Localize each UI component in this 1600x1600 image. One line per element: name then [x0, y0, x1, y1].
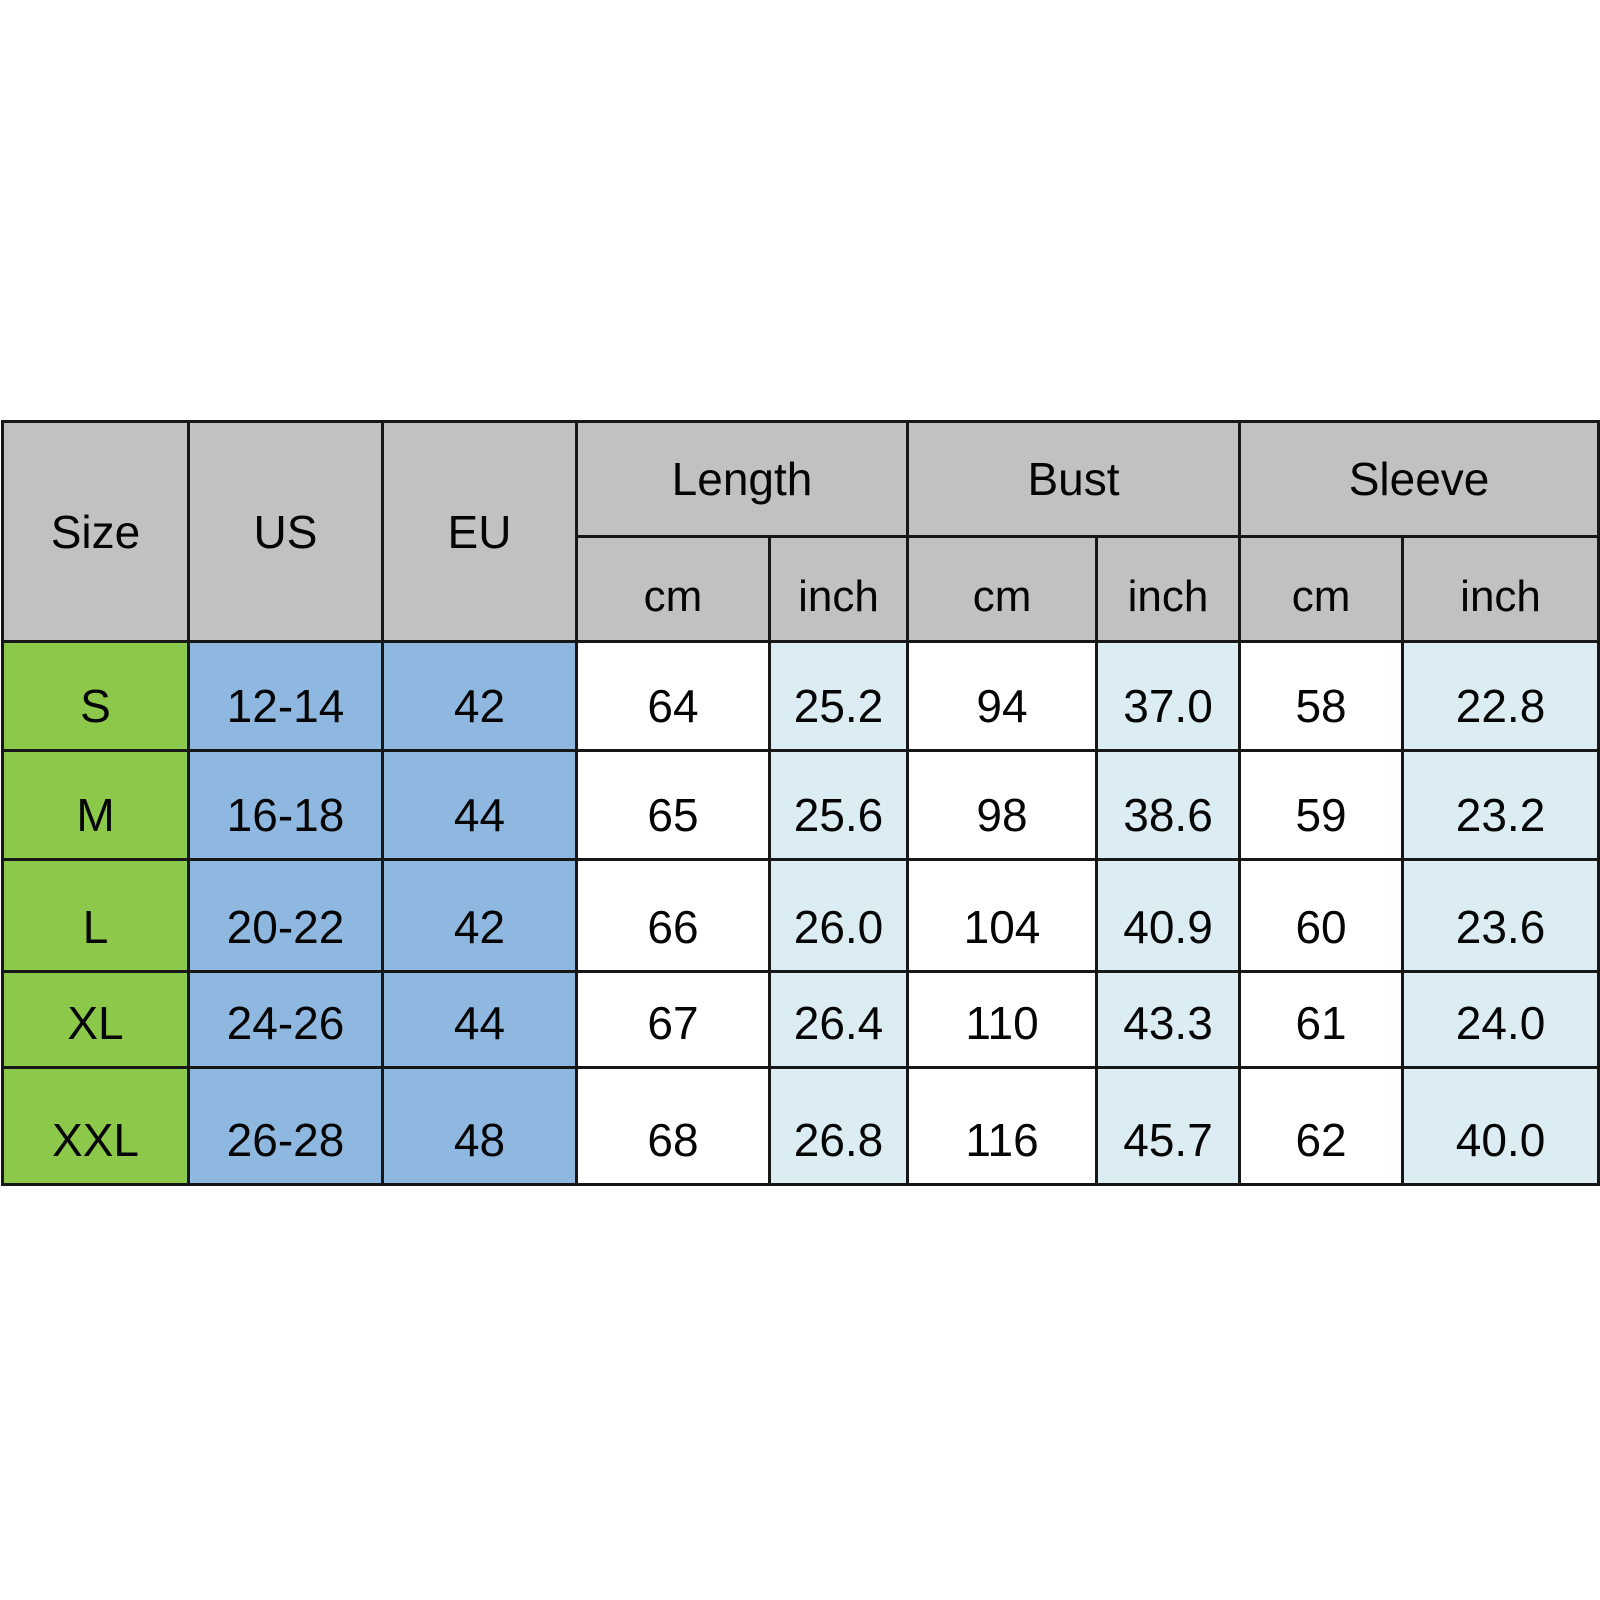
eu-cell: 42: [381, 858, 578, 973]
header-units-row: cm inch cm inch cm inch: [3, 535, 1600, 643]
table-row-l: L 20-22 42 66 26.0 104 40.9 60 23.6: [1, 858, 1600, 973]
header-eu: EU: [381, 420, 578, 643]
us-cell: 12-14: [187, 640, 384, 752]
us-cell: 24-26: [187, 970, 384, 1069]
sleeve-inch-cell: 40.0: [1401, 1066, 1600, 1186]
header-length-inch: inch: [767, 535, 910, 643]
length-inch-cell: 25.6: [767, 749, 910, 861]
bust-cm-cell: 98: [906, 749, 1099, 861]
size-cell: XL: [1, 970, 190, 1069]
sleeve-inch-cell: 22.8: [1401, 640, 1600, 752]
length-inch-cell: 26.0: [767, 858, 910, 973]
size-cell: S: [1, 640, 190, 752]
size-cell: L: [1, 858, 190, 973]
length-cm-cell: 64: [575, 640, 771, 752]
header-bust-inch: inch: [1095, 535, 1242, 643]
table-row-xxl: XXL 26-28 48 68 26.8 116 45.7 62 40.0: [1, 1066, 1600, 1186]
header-sleeve-inch: inch: [1401, 535, 1600, 643]
header-size: Size: [1, 420, 190, 643]
bust-cm-cell: 110: [906, 970, 1099, 1069]
size-chart-table: Size US EU Length Bust Sleeve cm inch cm…: [1, 420, 1600, 1186]
sleeve-inch-cell: 24.0: [1401, 970, 1600, 1069]
table-row-s: S 12-14 42 64 25.2 94 37.0 58 22.8: [1, 640, 1600, 752]
header-group-row: Size US EU Length Bust Sleeve: [1, 420, 1600, 643]
bust-cm-cell: 94: [906, 640, 1099, 752]
bust-inch-cell: 43.3: [1095, 970, 1242, 1069]
sleeve-cm-cell: 60: [1238, 858, 1405, 973]
sleeve-cm-cell: 61: [1238, 970, 1405, 1069]
sleeve-cm-cell: 58: [1238, 640, 1405, 752]
table-row-m: M 16-18 44 65 25.6 98 38.6 59 23.2: [1, 749, 1600, 861]
header-sleeve-cm: cm: [1238, 535, 1405, 643]
bust-cm-cell: 104: [906, 858, 1099, 973]
length-cm-cell: 67: [575, 970, 771, 1069]
bust-inch-cell: 40.9: [1095, 858, 1242, 973]
eu-cell: 44: [381, 749, 578, 861]
eu-cell: 44: [381, 970, 578, 1069]
length-cm-cell: 66: [575, 858, 771, 973]
sleeve-inch-cell: 23.2: [1401, 749, 1600, 861]
us-cell: 16-18: [187, 749, 384, 861]
us-cell: 20-22: [187, 858, 384, 973]
header-bust: Bust: [906, 420, 1242, 538]
bust-inch-cell: 37.0: [1095, 640, 1242, 752]
bust-inch-cell: 45.7: [1095, 1066, 1242, 1186]
header-length: Length: [574, 420, 910, 538]
us-cell: 26-28: [187, 1066, 384, 1186]
header-length-cm: cm: [575, 535, 771, 643]
sleeve-cm-cell: 62: [1238, 1066, 1405, 1186]
table-row-xl: XL 24-26 44 67 26.4 110 43.3 61 24.0: [1, 970, 1600, 1069]
sleeve-inch-cell: 23.6: [1401, 858, 1600, 973]
size-cell: XXL: [1, 1066, 190, 1186]
length-cm-cell: 68: [575, 1066, 771, 1186]
length-inch-cell: 26.4: [767, 970, 910, 1069]
bust-inch-cell: 38.6: [1095, 749, 1242, 861]
length-inch-cell: 26.8: [767, 1066, 910, 1186]
header-bust-cm: cm: [906, 535, 1099, 643]
eu-cell: 48: [381, 1066, 578, 1186]
header-us: US: [187, 420, 384, 643]
length-inch-cell: 25.2: [767, 640, 910, 752]
bust-cm-cell: 116: [906, 1066, 1099, 1186]
header-sleeve: Sleeve: [1238, 420, 1600, 538]
eu-cell: 42: [381, 640, 578, 752]
size-cell: M: [1, 749, 190, 861]
sleeve-cm-cell: 59: [1238, 749, 1405, 861]
length-cm-cell: 65: [575, 749, 771, 861]
